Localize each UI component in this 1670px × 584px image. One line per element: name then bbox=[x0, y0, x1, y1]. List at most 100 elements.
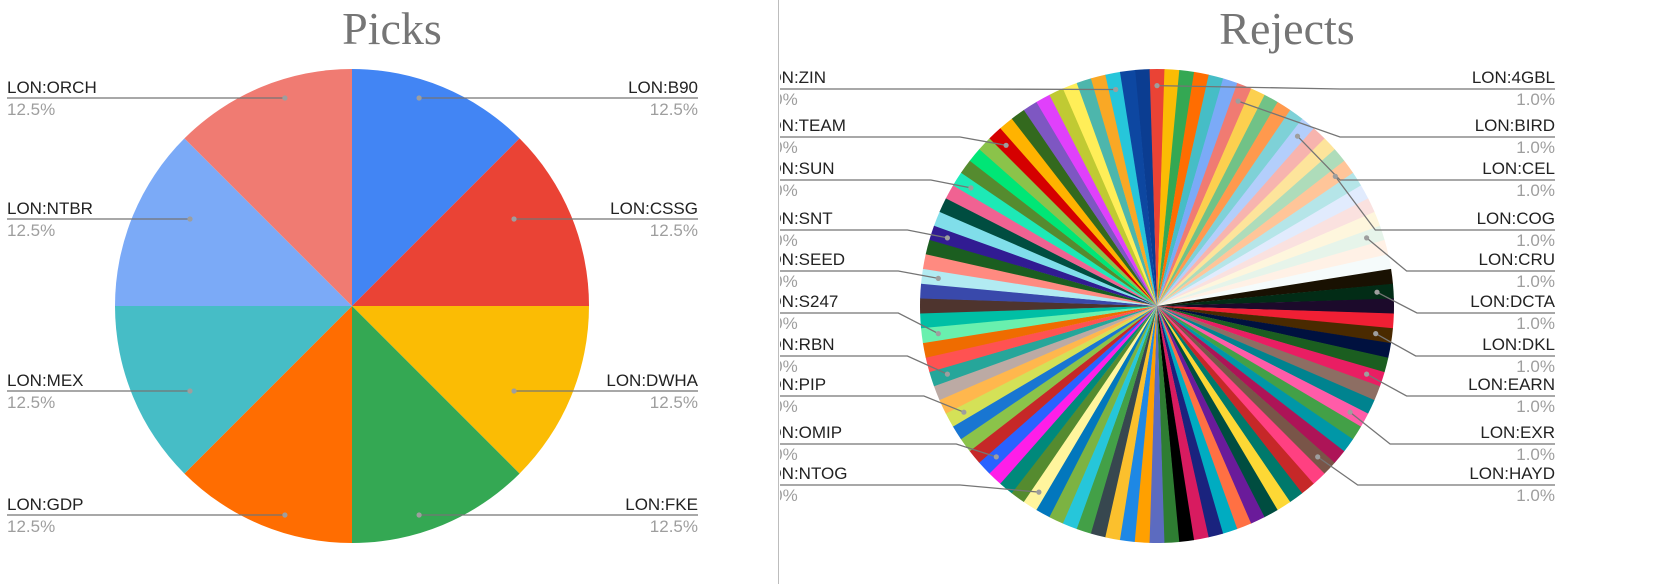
rejects-leader-dot bbox=[1332, 173, 1338, 179]
rejects-leader-line bbox=[780, 395, 965, 413]
rejects-slice-label: LON:CEL bbox=[1482, 159, 1555, 178]
rejects-slice-label: LON:RBN bbox=[780, 335, 835, 354]
rejects-leader-line bbox=[780, 484, 1039, 493]
rejects-pie-slice bbox=[979, 138, 1157, 306]
rejects-slice-label: LON:ZIN bbox=[780, 68, 826, 87]
rejects-pie-slice bbox=[1157, 306, 1265, 524]
picks-slice-percent: 12.5% bbox=[7, 517, 55, 536]
rejects-slice-label: LON:OMIP bbox=[780, 423, 842, 442]
rejects-pie-slice bbox=[1157, 306, 1345, 464]
rejects-pie-slice bbox=[1157, 198, 1375, 306]
rejects-pie-slice bbox=[1157, 94, 1279, 306]
rejects-leader-line bbox=[1366, 373, 1555, 397]
rejects-leader-dot bbox=[1294, 133, 1301, 139]
rejects-leader-dot bbox=[935, 275, 941, 281]
rejects-leader-dot bbox=[1364, 235, 1370, 241]
rejects-pie-slice bbox=[1157, 306, 1380, 401]
rejects-slice-label: LON:DKL bbox=[1482, 335, 1555, 354]
rejects-pie-slice bbox=[1000, 118, 1157, 306]
rejects-slice-percent: 1.0% bbox=[1516, 138, 1555, 157]
panel-divider bbox=[778, 0, 779, 584]
rejects-slice-label: LON:4GBL bbox=[1472, 68, 1555, 87]
rejects-pie-slice bbox=[989, 306, 1157, 484]
rejects-pie-slice bbox=[1157, 138, 1336, 306]
picks-slice-label: LON:NTBR bbox=[7, 199, 93, 218]
rejects-pie-slice bbox=[1157, 306, 1361, 440]
rejects-slice-label: LON:BIRD bbox=[1475, 116, 1555, 135]
rejects-pie-slice bbox=[1157, 306, 1195, 542]
rejects-leader-line bbox=[1156, 84, 1555, 90]
picks-pie-slice bbox=[352, 138, 589, 306]
rejects-pie-slice bbox=[1157, 306, 1354, 452]
picks-leader-dot bbox=[187, 388, 193, 394]
rejects-pie-slice bbox=[1036, 94, 1157, 307]
rejects-pie-slice bbox=[1062, 82, 1157, 306]
rejects-pie-slice bbox=[945, 306, 1157, 427]
rejects-leader-dot bbox=[993, 454, 999, 460]
rejects-pie-slice bbox=[945, 184, 1157, 306]
rejects-slice-label: LON:PIP bbox=[780, 375, 826, 394]
picks-pie-slice bbox=[115, 138, 352, 306]
rejects-leader-line bbox=[780, 355, 948, 375]
rejects-leader-line bbox=[780, 179, 972, 189]
rejects-leader-line bbox=[780, 312, 939, 335]
rejects-pie-slice bbox=[1157, 160, 1354, 306]
rejects-slice-label: LON:S247 bbox=[780, 292, 838, 311]
rejects-slice-percent: 1.0% bbox=[780, 138, 798, 157]
picks-slice-label: LON:CSSG bbox=[610, 199, 698, 218]
picks-slice-percent: 12.5% bbox=[7, 221, 55, 240]
rejects-pie-slice bbox=[1076, 78, 1157, 306]
rejects-pie-slice bbox=[978, 306, 1157, 474]
picks-slice-percent: 12.5% bbox=[7, 393, 55, 412]
rejects-slice-label: LON:SUN bbox=[780, 159, 835, 178]
rejects-leader-line bbox=[1297, 135, 1555, 181]
rejects-pie-slice bbox=[1157, 268, 1393, 306]
rejects-pie-slice bbox=[989, 127, 1157, 306]
rejects-slice-percent: 1.0% bbox=[780, 357, 798, 376]
rejects-slice-percent: 1.0% bbox=[1516, 357, 1555, 376]
rejects-slice-label: LON:SEED bbox=[780, 250, 845, 269]
picks-pie-slice bbox=[352, 69, 520, 306]
rejects-leader-dot bbox=[1113, 86, 1119, 93]
picks-pie-chart: Picks LON:B90 12.5% LON:CSSG 12.5% LON:DWHA 1… bbox=[7, 3, 699, 543]
rejects-slice-label: LON:CRU bbox=[1478, 250, 1555, 269]
picks-slice-percent: 12.5% bbox=[650, 100, 698, 119]
rejects-pie-slice bbox=[922, 306, 1157, 358]
rejects-leader-line bbox=[1366, 237, 1555, 272]
rejects-pie-slice bbox=[969, 306, 1157, 463]
rejects-pie-slice bbox=[1157, 102, 1291, 306]
rejects-chart-title: Rejects bbox=[1219, 3, 1354, 54]
rejects-slice-percent: 1.0% bbox=[780, 486, 798, 505]
rejects-leader-line bbox=[1349, 411, 1555, 445]
rejects-leader-line bbox=[780, 229, 948, 239]
rejects-slice-percent: 1.0% bbox=[780, 181, 798, 200]
picks-slice-label: LON:DWHA bbox=[606, 371, 698, 390]
picks-slice-percent: 12.5% bbox=[650, 517, 698, 536]
rejects-leader-dot bbox=[1235, 98, 1241, 104]
rejects-slice-percent: 1.0% bbox=[780, 272, 798, 291]
rejects-pie-slice bbox=[953, 172, 1157, 306]
rejects-slice-label: LON:TEAM bbox=[780, 116, 846, 135]
rejects-slice-label: LON:EXR bbox=[1480, 423, 1555, 442]
rejects-pie-slice bbox=[969, 148, 1157, 306]
rejects-leader-dot bbox=[1374, 289, 1380, 295]
picks-leader-dot bbox=[511, 216, 517, 222]
rejects-pie-slice bbox=[1157, 225, 1385, 306]
picks-slice-percent: 12.5% bbox=[650, 221, 698, 240]
rejects-leader-line bbox=[780, 136, 1007, 146]
rejects-pie-slice bbox=[1062, 306, 1157, 529]
rejects-pie-slice bbox=[1157, 306, 1389, 373]
rejects-pie-slice bbox=[1157, 88, 1266, 307]
rejects-slice-label: LON:NTOG bbox=[780, 464, 847, 483]
rejects-slice-percent: 1.0% bbox=[1516, 272, 1555, 291]
rejects-pie-slice bbox=[1157, 298, 1394, 314]
picks-slice-label: LON:ORCH bbox=[7, 78, 97, 97]
rejects-pie-slice bbox=[1119, 70, 1157, 306]
rejects-leader-dot bbox=[1347, 409, 1353, 415]
rejects-slice-percent: 1.0% bbox=[780, 314, 798, 333]
picks-pie-slice bbox=[184, 306, 352, 543]
rejects-pie-slice bbox=[1149, 69, 1165, 306]
rejects-pie-slice bbox=[1157, 128, 1325, 306]
picks-slice-label: LON:B90 bbox=[628, 78, 698, 97]
rejects-pie-slice bbox=[1011, 306, 1157, 503]
